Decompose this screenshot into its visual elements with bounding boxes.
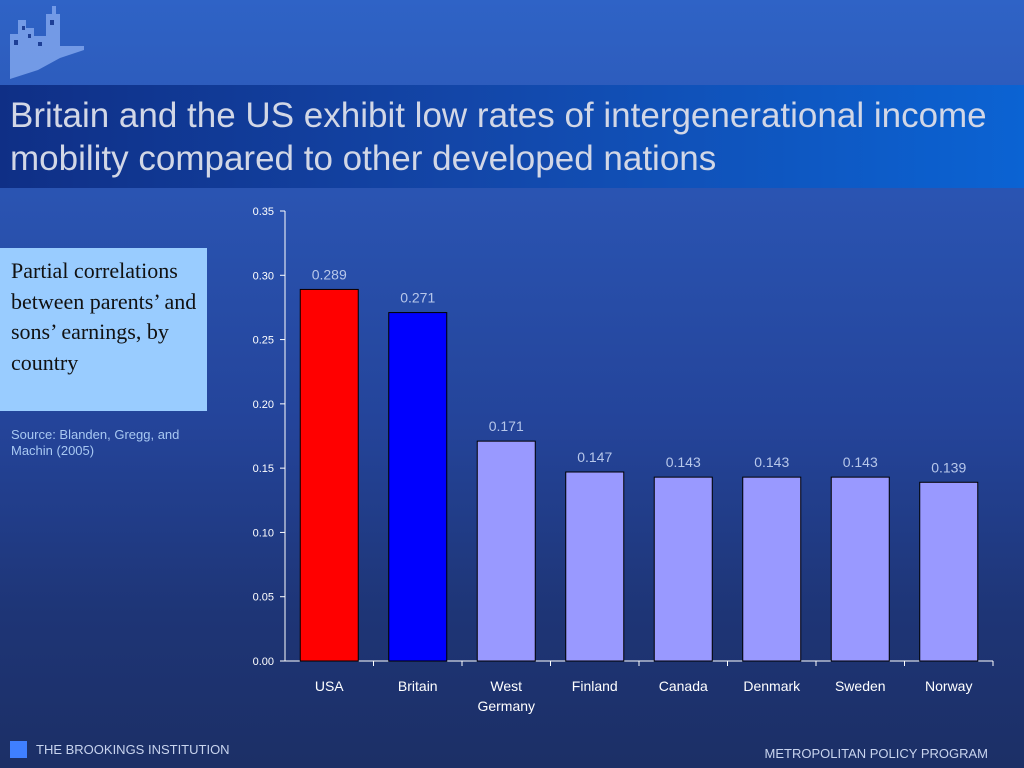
x-tick-label: Norway: [925, 678, 972, 694]
bar-west-germany: [476, 440, 536, 662]
y-tick-label: 0.10: [253, 527, 274, 539]
y-tick-label: 0.30: [253, 270, 274, 282]
x-tick-label: Canada: [659, 678, 708, 694]
data-label: 0.139: [931, 459, 966, 475]
y-tick-label: 0.00: [253, 656, 274, 668]
y-tick-label: 0.25: [253, 335, 274, 347]
y-tick-label: 0.15: [253, 463, 274, 475]
bar-norway: [919, 481, 979, 662]
x-tick-label: USA: [315, 678, 344, 694]
data-label: 0.143: [666, 454, 701, 470]
x-tick-label: Denmark: [743, 678, 801, 694]
bar-denmark: [742, 476, 802, 662]
x-tick-label: Germany: [477, 698, 535, 714]
slide-title: Britain and the US exhibit low rates of …: [10, 96, 987, 178]
footer-left: THE BROOKINGS INSTITUTION: [10, 741, 230, 758]
x-tick-label: West: [490, 678, 522, 694]
bar-sweden: [830, 476, 890, 662]
y-tick-label: 0.35: [253, 206, 274, 218]
bar-britain: [388, 312, 448, 662]
footer-program: METROPOLITAN POLICY PROGRAM: [764, 746, 988, 761]
y-tick-label: 0.20: [253, 399, 274, 411]
data-label: 0.289: [312, 266, 347, 282]
x-tick-label: Finland: [572, 678, 618, 694]
data-label: 0.143: [754, 454, 789, 470]
data-label: 0.147: [577, 449, 612, 465]
footer-square-icon: [10, 741, 27, 758]
bar-usa: [299, 288, 359, 662]
footer-institution: THE BROOKINGS INSTITUTION: [36, 742, 230, 757]
city-skyline-logo: [10, 6, 84, 79]
x-tick-label: Britain: [398, 678, 438, 694]
data-label: 0.271: [400, 290, 435, 306]
source-note: Source: Blanden, Gregg, and Machin (2005…: [11, 427, 180, 458]
data-label: 0.143: [843, 454, 878, 470]
chart-description: Partial correlations between parents’ an…: [0, 248, 207, 411]
bar-finland: [565, 471, 625, 662]
x-tick-label: Sweden: [835, 678, 886, 694]
y-tick-label: 0.05: [253, 592, 274, 604]
title-band: [0, 85, 1024, 188]
bar-canada: [653, 476, 713, 662]
data-label: 0.171: [489, 418, 524, 434]
